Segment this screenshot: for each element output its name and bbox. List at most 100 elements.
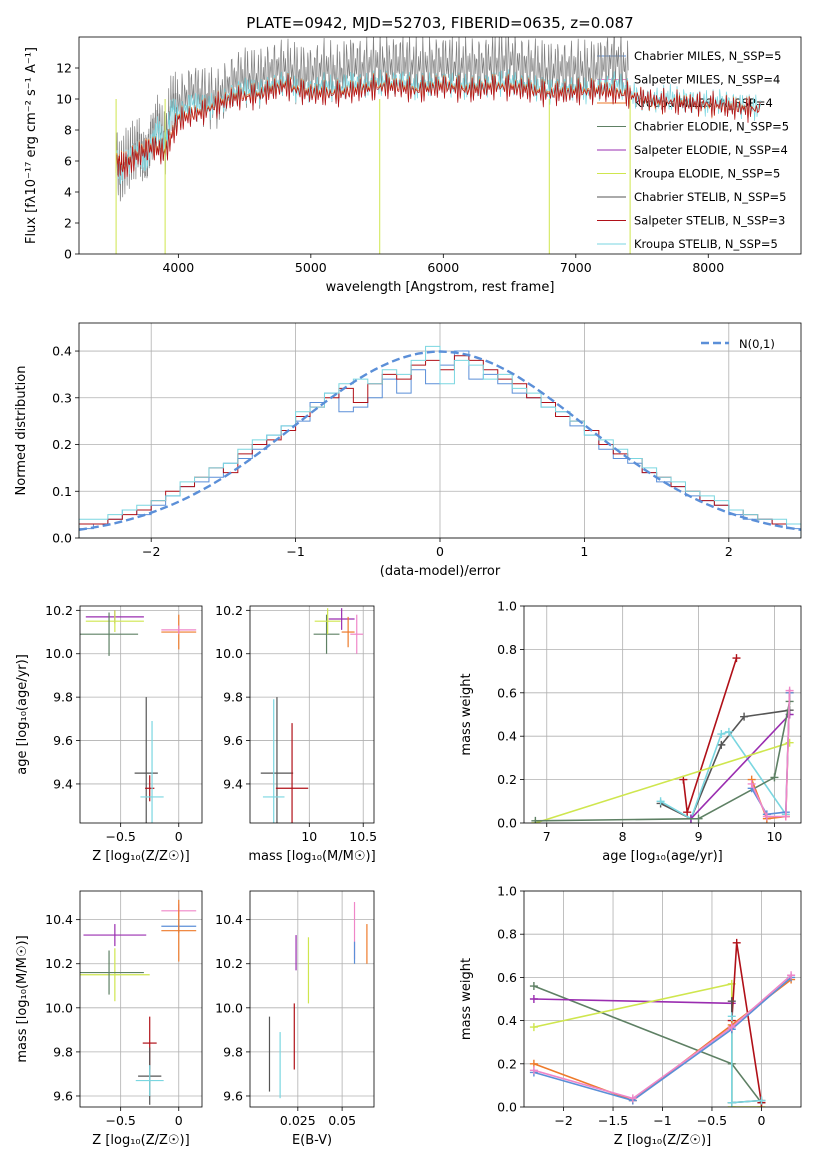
x-axis-label: Z [log₁₀(Z/Z☉)] (92, 1133, 189, 1148)
x-tick-label: −2 (142, 544, 160, 559)
y-tick-label: 9.6 (223, 1088, 243, 1103)
y-tick-label: 10.0 (215, 646, 243, 661)
series-marker (787, 971, 796, 980)
y-tick-label: 9.8 (53, 1044, 73, 1059)
x-axis-label: age [log₁₀(age/yr)] (602, 849, 723, 864)
x-tick-label: −2 (554, 1113, 572, 1128)
series-marker (732, 938, 741, 947)
y-tick-label: 10.4 (45, 912, 73, 927)
panel-mass_vs_Z: −0.5 0 9.6 9.8 10.0 10.2 10.4 Z [log₁₀(Z/Z☉)] ma… (15, 890, 203, 1148)
x-tick-label: −0.5 (105, 1113, 135, 1128)
y-tick-label: 1.0 (497, 884, 517, 899)
y-tick-label: 8 (64, 123, 72, 138)
y-tick-label: 1.0 (497, 599, 517, 614)
series-marker (785, 738, 794, 747)
figure-title: PLATE=0942, MJD=52703, FIBERID=0635, z=0… (246, 14, 633, 32)
y-tick-label: 10.0 (215, 1000, 243, 1015)
y-tick-label: 0.6 (497, 685, 517, 700)
y-tick-label: 10.2 (215, 603, 243, 618)
x-tick-label: 0.025 (280, 1113, 316, 1128)
gaussian-curve (79, 350, 801, 531)
x-tick-label: 10 (766, 829, 782, 844)
x-tick-label: 8000 (692, 260, 724, 275)
series-marker (724, 727, 733, 736)
plot-area (529, 938, 796, 1107)
x-tick-label: −0.5 (697, 1113, 727, 1128)
series-marker (727, 1012, 736, 1021)
panel-spectrum: 4000 5000 6000 7000 8000 0 2 4 6 8 10 12 wavelength … (24, 36, 802, 295)
y-tick-label: 10 (56, 92, 72, 107)
y-tick-label: 9.8 (223, 690, 243, 705)
series-marker (732, 654, 741, 663)
x-tick-label: −1 (653, 1113, 671, 1128)
x-tick-label: 0 (757, 1113, 765, 1128)
x-tick-label: 4000 (162, 260, 194, 275)
y-axis-label: Normed distribution (14, 366, 29, 496)
panel-age_vs_Z: −0.5 0 9.4 9.6 9.8 10.0 10.2 Z [log₁₀(Z/Z☉)] age… (15, 603, 203, 864)
series-marker (529, 1066, 538, 1075)
series-marker (747, 779, 756, 788)
series-marker (770, 773, 779, 782)
axes-frame (523, 605, 802, 824)
x-tick-label: 6000 (427, 260, 459, 275)
y-tick-label: 0 (64, 247, 72, 262)
series-line (660, 709, 790, 820)
axes-frame (249, 605, 375, 824)
y-tick-label: 4 (64, 185, 72, 200)
panel-residuals: −2 −1 0 1 2 0.0 0.1 0.2 0.3 0.4 N(0,1) (data-model)… (14, 322, 802, 579)
x-tick-label: 7000 (560, 260, 592, 275)
y-tick-label: 10.2 (45, 956, 73, 971)
panel-weight_vs_age: 7 8 9 10 0.0 0.2 0.4 0.6 0.8 1.0 age [log₁₀(age/yr… (459, 599, 802, 864)
plot-area (268, 902, 368, 1099)
series-marker (656, 797, 665, 806)
plot-area (115, 37, 762, 254)
series-line (533, 976, 792, 1102)
plot-area (531, 654, 794, 823)
axes-frame (523, 890, 802, 1108)
x-tick-label: 0 (175, 1113, 183, 1128)
x-tick-label: −0.5 (105, 829, 135, 844)
x-tick-label: 0 (436, 544, 444, 559)
spectrum-line-model3 (115, 74, 761, 179)
axes-frame (78, 322, 802, 539)
y-tick-label: 0.0 (52, 531, 72, 546)
axes-frame (249, 890, 375, 1108)
legend-entry: Salpeter ELODIE, N_SSP=4 (634, 143, 788, 157)
y-tick-label: 0.4 (52, 344, 72, 359)
plot-area (80, 899, 197, 1105)
y-tick-label: 0.4 (497, 729, 517, 744)
spectrum-legend: Chabrier MILES, N_SSP=5 Salpeter MILES, N… (597, 49, 789, 251)
panel-mass_vs_ebv: 0.025 0.05 9.6 9.8 10.0 10.2 10.4 E(B-V) (215, 890, 375, 1148)
y-tick-label: 10.0 (45, 646, 73, 661)
series-line (533, 998, 732, 1005)
x-tick-label: 9 (695, 829, 703, 844)
y-tick-label: 9.4 (53, 776, 73, 791)
y-tick-label: 0.2 (52, 437, 72, 452)
series-marker (727, 1098, 736, 1107)
x-axis-label: wavelength [Angstrom, rest frame] (326, 280, 555, 295)
y-axis-label: mass weight (459, 673, 474, 755)
x-tick-label: 10.5 (349, 829, 377, 844)
plot-area (260, 608, 364, 823)
y-tick-label: 10.0 (45, 1000, 73, 1015)
series-marker (628, 1094, 637, 1103)
series-marker (683, 808, 692, 817)
x-tick-label: 5000 (295, 260, 327, 275)
x-axis-label: E(B-V) (292, 1133, 332, 1148)
x-tick-label: 2 (725, 544, 733, 559)
y-tick-label: 0.2 (497, 772, 517, 787)
y-tick-label: 0.0 (497, 1100, 517, 1115)
y-tick-label: 0.4 (497, 1013, 517, 1028)
y-tick-label: 9.4 (223, 776, 243, 791)
y-tick-label: 9.6 (53, 1088, 73, 1103)
y-tick-label: 0.3 (52, 390, 72, 405)
axes-frame (78, 36, 802, 255)
x-tick-label: −1.5 (598, 1113, 628, 1128)
series-marker (529, 982, 538, 991)
x-axis-label: Z [log₁₀(Z/Z☉)] (614, 1133, 711, 1148)
y-tick-label: 9.8 (53, 690, 73, 705)
series-marker (694, 814, 703, 823)
panel-age_vs_mass: 10 10.5 9.4 9.6 9.8 10.0 10.2 mass [log₁₀(M/M☉)… (215, 603, 377, 864)
x-axis-label: mass [log₁₀(M/M☉)] (248, 849, 375, 864)
legend-entry: Chabrier STELIB, N_SSP=5 (634, 190, 786, 204)
